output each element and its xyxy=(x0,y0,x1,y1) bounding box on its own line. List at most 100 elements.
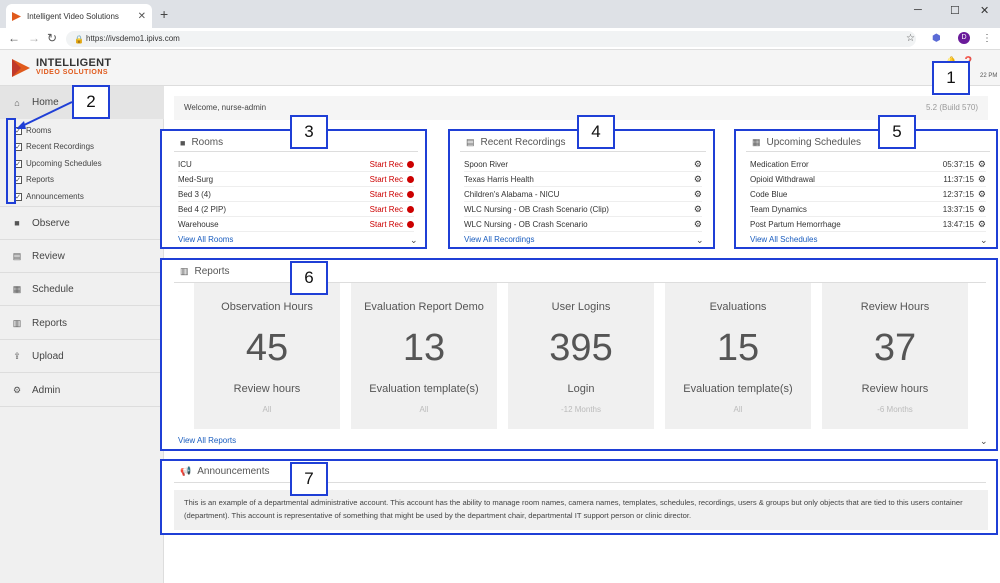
report-card-subtitle: Evaluation template(s) xyxy=(683,383,793,395)
close-window-icon[interactable]: ✕ xyxy=(980,5,990,17)
schedule-name: Medication Error xyxy=(750,159,809,169)
back-icon[interactable]: ← xyxy=(8,31,20,45)
nav-reports[interactable]: ▥ Reports xyxy=(0,307,164,340)
recording-row[interactable]: WLC Nursing - OB Crash Scenario ⚙ xyxy=(464,217,702,232)
view-all-schedules-link[interactable]: View All Schedules xyxy=(750,235,818,244)
schedules-title-text: Upcoming Schedules xyxy=(766,137,862,148)
room-row: Med-Surg Start Rec xyxy=(178,172,414,187)
minimize-icon[interactable]: ─ xyxy=(914,4,922,16)
room-row: Bed 3 (4) Start Rec xyxy=(178,187,414,202)
gear-icon[interactable]: ⚙ xyxy=(693,188,702,199)
schedule-row[interactable]: Post Partum Hemorrhage 13:47:15 ⚙ xyxy=(750,217,986,232)
chevron-down-icon[interactable]: ⌄ xyxy=(410,235,418,245)
nav-observe[interactable]: ■ Observe xyxy=(0,207,164,240)
bar-chart-icon: ▥ xyxy=(12,317,22,328)
extension-icon[interactable]: ⬢ xyxy=(932,33,941,44)
nav-home-label: Home xyxy=(32,97,59,108)
schedule-row[interactable]: Team Dynamics 13:37:15 ⚙ xyxy=(750,202,986,217)
close-tab-icon[interactable]: ✕ xyxy=(137,10,146,22)
reload-icon[interactable]: ↻ xyxy=(47,31,58,45)
forward-icon[interactable]: → xyxy=(28,31,40,45)
maximize-icon[interactable]: ☐ xyxy=(950,5,960,17)
announcement-text: This is an example of a departmental adm… xyxy=(174,490,988,530)
profile-avatar[interactable]: D xyxy=(958,32,970,44)
report-card[interactable]: Evaluations 15 Evaluation template(s) Al… xyxy=(665,283,811,429)
gear-icon[interactable]: ⚙ xyxy=(693,158,702,169)
gear-icon[interactable]: ⚙ xyxy=(977,158,986,169)
upload-icon: ⇪ xyxy=(13,350,21,361)
nav-review[interactable]: ▤ Review xyxy=(0,240,164,273)
view-all-recordings-link[interactable]: View All Recordings xyxy=(464,235,535,244)
browser-tab[interactable]: Intelligent Video Solutions ✕ xyxy=(6,4,152,28)
gear-icon[interactable]: ⚙ xyxy=(693,218,702,229)
nav-admin[interactable]: ⚙ Admin xyxy=(0,374,164,407)
nav-upload[interactable]: ⇪ Upload xyxy=(0,340,164,373)
start-rec-button[interactable]: Start Rec xyxy=(369,204,403,214)
callout-box-announcements xyxy=(160,459,998,535)
start-rec-button[interactable]: Start Rec xyxy=(369,219,403,229)
gear-icon[interactable]: ⚙ xyxy=(977,218,986,229)
callout-number: 3 xyxy=(290,115,328,149)
url-input[interactable]: 🔒 https://ivsdemo1.ipivs.com xyxy=(66,31,916,47)
divider xyxy=(174,282,986,283)
url-text: https://ivsdemo1.ipivs.com xyxy=(86,34,180,43)
start-rec-button[interactable]: Start Rec xyxy=(369,189,403,199)
record-dot-icon xyxy=(407,190,414,198)
chevron-down-icon[interactable]: ⌄ xyxy=(980,436,988,446)
report-card-filter: All xyxy=(419,405,429,414)
report-card-title: Evaluation Report Demo xyxy=(364,301,484,313)
schedule-row[interactable]: Code Blue 12:37:15 ⚙ xyxy=(750,187,986,202)
header-clock: 22 PM xyxy=(980,73,998,79)
recordings-panel: ▤ Recent Recordings Spoon River ⚙ Texas Ha… xyxy=(448,131,714,249)
report-card[interactable]: Review Hours 37 Review hours -6 Months xyxy=(822,283,968,429)
room-row: ICU Start Rec xyxy=(178,157,414,172)
recording-row[interactable]: Spoon River ⚙ xyxy=(464,157,702,172)
recording-row[interactable]: Children's Alabama - NICU ⚙ xyxy=(464,187,702,202)
room-row: Warehouse Start Rec xyxy=(178,217,414,232)
nav-schedule[interactable]: ▦ Schedule xyxy=(0,273,164,306)
start-rec-button[interactable]: Start Rec xyxy=(369,174,403,184)
report-card-value: 45 xyxy=(245,327,289,369)
reports-title: ▥ Reports xyxy=(180,266,230,277)
gear-icon[interactable]: ⚙ xyxy=(977,188,986,199)
recording-name: WLC Nursing - OB Crash Scenario (Clip) xyxy=(464,204,609,214)
recording-row[interactable]: Texas Harris Health ⚙ xyxy=(464,172,702,187)
start-rec-button[interactable]: Start Rec xyxy=(369,159,403,169)
version-text: 5.2 (Build 570) xyxy=(925,103,978,112)
callout-box-reports xyxy=(160,258,998,451)
schedule-row[interactable]: Medication Error 05:37:15 ⚙ xyxy=(750,157,986,172)
view-all-rooms-link[interactable]: View All Rooms xyxy=(178,235,234,244)
schedule-name: Team Dynamics xyxy=(750,204,807,214)
nav-schedule-label: Schedule xyxy=(32,283,74,295)
nav-reports-label: Reports xyxy=(32,317,68,329)
divider xyxy=(460,151,706,152)
chevron-down-icon[interactable]: ⌄ xyxy=(980,235,988,245)
view-all-reports-link[interactable]: View All Reports xyxy=(178,436,237,445)
film-icon: ▤ xyxy=(466,137,475,147)
browser-menu-icon[interactable]: ⋮ xyxy=(982,33,992,44)
gear-icon[interactable]: ⚙ xyxy=(693,203,702,214)
schedule-row[interactable]: Opioid Withdrawal 11:37:15 ⚙ xyxy=(750,172,986,187)
bar-chart-icon: ▥ xyxy=(180,266,189,276)
report-card[interactable]: Observation Hours 45 Review hours All xyxy=(194,283,340,429)
new-tab-icon[interactable]: + xyxy=(160,6,169,22)
app-header: INTELLIGENT VIDEO SOLUTIONS xyxy=(0,50,1000,86)
gear-icon[interactable]: ⚙ xyxy=(693,173,702,184)
report-card-value: 13 xyxy=(402,327,446,369)
report-card-value: 395 xyxy=(549,327,613,369)
bookmark-star-icon[interactable]: ☆ xyxy=(906,33,915,44)
schedule-name: Post Partum Hemorrhage xyxy=(750,219,841,229)
report-card-title: User Logins xyxy=(551,301,611,313)
welcome-text: Welcome, nurse-admin xyxy=(184,103,267,112)
app-logo[interactable]: INTELLIGENT VIDEO SOLUTIONS xyxy=(10,57,111,79)
report-card[interactable]: User Logins 395 Login -12 Months xyxy=(508,283,654,429)
chevron-down-icon[interactable]: ⌄ xyxy=(696,235,704,245)
divider xyxy=(174,482,986,483)
recording-row[interactable]: WLC Nursing - OB Crash Scenario (Clip) ⚙ xyxy=(464,202,702,217)
rooms-title: ■ Rooms xyxy=(180,137,223,148)
gear-icon[interactable]: ⚙ xyxy=(977,203,986,214)
home-icon: ⌂ xyxy=(14,97,20,108)
report-card[interactable]: Evaluation Report Demo 13 Evaluation tem… xyxy=(351,283,497,429)
callout-number: 2 xyxy=(72,85,110,119)
gear-icon[interactable]: ⚙ xyxy=(977,173,986,184)
